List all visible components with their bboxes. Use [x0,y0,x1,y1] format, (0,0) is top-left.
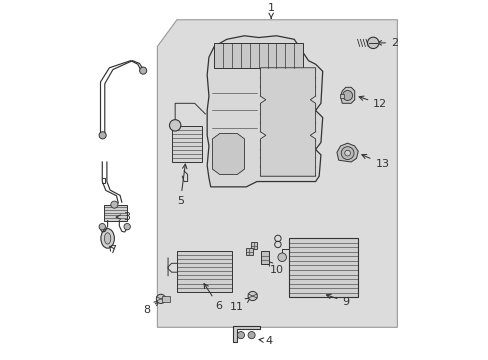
Circle shape [99,132,106,139]
Polygon shape [207,36,322,187]
Bar [162,296,169,302]
Polygon shape [336,143,358,162]
Circle shape [124,224,130,230]
Polygon shape [233,325,259,342]
Bar [288,238,358,297]
Circle shape [111,201,118,208]
Text: 8: 8 [143,301,159,315]
Bar [261,251,268,264]
Circle shape [169,120,181,131]
Circle shape [156,294,165,303]
Text: 6: 6 [203,284,222,311]
Bar [177,251,232,292]
Circle shape [247,332,255,339]
Text: 7: 7 [108,245,116,255]
Text: 1: 1 [267,3,274,18]
Polygon shape [212,134,244,175]
Text: 4: 4 [259,336,272,346]
Circle shape [237,332,244,339]
Text: 13: 13 [361,154,388,169]
Text: 5: 5 [177,164,186,206]
Circle shape [341,147,353,159]
Bar [104,204,127,221]
Text: 2: 2 [376,38,397,48]
Text: 10: 10 [266,261,284,275]
Circle shape [99,224,105,230]
Circle shape [277,253,286,261]
Circle shape [140,67,146,74]
Text: 11: 11 [229,298,249,312]
Text: 12: 12 [358,96,386,109]
Polygon shape [340,87,354,103]
Bar [214,43,303,68]
Circle shape [247,291,257,301]
Bar [171,126,202,162]
Bar [250,242,257,249]
Bar [339,94,344,98]
Text: 3: 3 [116,212,130,222]
Circle shape [342,90,352,100]
Bar [246,248,252,255]
Circle shape [367,37,378,49]
Ellipse shape [101,229,114,248]
Polygon shape [157,20,397,327]
Polygon shape [260,68,315,176]
Ellipse shape [104,233,111,244]
Circle shape [344,150,350,156]
Text: 9: 9 [326,294,349,307]
